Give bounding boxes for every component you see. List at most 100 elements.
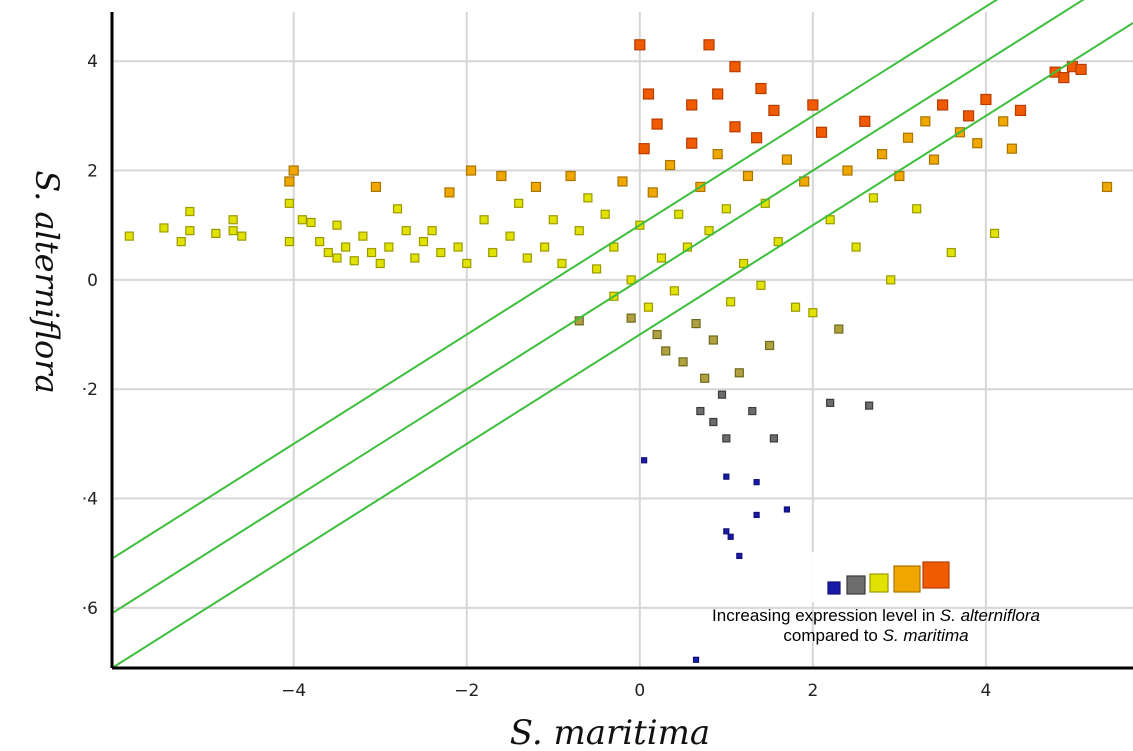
data-point (159, 223, 169, 233)
data-point (742, 170, 754, 182)
data-point (864, 401, 874, 410)
data-point (859, 115, 871, 127)
data-point (696, 406, 705, 416)
data-point (647, 187, 658, 198)
reference-lines (111, 0, 1133, 669)
legend-swatch (869, 573, 889, 593)
data-point (751, 132, 763, 144)
data-point (686, 137, 698, 149)
data-point (912, 204, 922, 214)
data-point (769, 434, 779, 443)
data-point (375, 258, 385, 269)
data-point (315, 237, 325, 247)
data-point (505, 231, 515, 241)
data-point (748, 406, 757, 416)
data-point (323, 247, 333, 258)
legend-line-1-prefix: Increasing expression level in (712, 606, 940, 625)
data-point (530, 181, 542, 193)
data-point (237, 231, 247, 241)
data-point (465, 165, 477, 176)
data-point (284, 176, 295, 187)
data-point (998, 116, 1009, 127)
data-point (410, 253, 420, 263)
data-point (341, 242, 351, 252)
data-point (228, 215, 238, 225)
data-point (652, 329, 662, 340)
y-tick-labels: 4 2 0 ·2 ·4 ·6 (82, 52, 98, 619)
data-points (124, 39, 1113, 663)
data-point (768, 104, 780, 117)
data-point (753, 479, 760, 486)
data-point (708, 335, 718, 345)
data-point (723, 473, 730, 480)
data-point (886, 275, 896, 285)
y-tick-label: ·4 (82, 490, 98, 510)
data-point (496, 170, 507, 182)
data-point (902, 132, 914, 143)
data-point (781, 154, 792, 165)
data-point (124, 231, 134, 241)
grid-lines (112, 12, 1133, 668)
data-point (834, 324, 844, 334)
data-point (617, 176, 628, 187)
y-axis-label: S. alterniflora (28, 170, 66, 393)
data-point (185, 206, 195, 217)
x-tick-labels: −4 −2 0 2 4 (281, 681, 991, 701)
data-point (176, 237, 186, 247)
data-point (514, 198, 524, 208)
x-tick-label: 4 (980, 681, 991, 701)
data-point (678, 357, 688, 367)
data-point (522, 253, 532, 263)
data-point (723, 528, 730, 535)
data-point (703, 39, 715, 51)
data-point (453, 242, 463, 252)
legend-line-2: compared to S. maritima (783, 626, 968, 645)
data-point (366, 247, 377, 258)
data-point (436, 247, 446, 258)
data-point (815, 126, 828, 138)
data-point (392, 204, 403, 214)
data-point (773, 237, 783, 247)
legend-line-1: Increasing expression level in S. altern… (712, 606, 1040, 625)
data-point (721, 204, 731, 214)
data-point (634, 39, 646, 51)
data-point (418, 237, 429, 247)
data-point (808, 308, 818, 318)
data-point (920, 116, 931, 127)
y-tick-label: 4 (87, 52, 98, 72)
data-point (937, 99, 949, 111)
data-point (1075, 63, 1087, 76)
data-point (661, 346, 671, 356)
data-point (783, 506, 790, 513)
legend-line-2-species: S. maritima (883, 626, 969, 645)
y-tick-label: 0 (87, 271, 98, 291)
data-point (609, 242, 619, 252)
data-point (712, 88, 724, 100)
x-tick-label: −2 (454, 681, 479, 701)
data-point (297, 215, 307, 225)
data-point (722, 434, 731, 443)
data-point (709, 417, 718, 427)
data-point (626, 275, 636, 285)
data-point (729, 121, 741, 133)
data-point (755, 82, 767, 95)
x-tick-label: 2 (807, 681, 818, 701)
data-point (826, 398, 835, 407)
data-point (651, 118, 663, 130)
data-point (807, 99, 819, 111)
reference-line (111, 0, 999, 560)
data-point (851, 242, 861, 252)
data-point (989, 228, 1000, 238)
data-point (764, 340, 775, 351)
data-point (736, 552, 743, 560)
data-point (540, 242, 550, 252)
data-point (790, 302, 801, 312)
x-axis-label: S. maritima (510, 713, 710, 751)
data-point (548, 215, 558, 225)
data-point (583, 193, 593, 203)
data-point (591, 264, 602, 274)
data-point (1058, 71, 1070, 84)
data-point (753, 511, 760, 519)
data-point (284, 198, 294, 208)
